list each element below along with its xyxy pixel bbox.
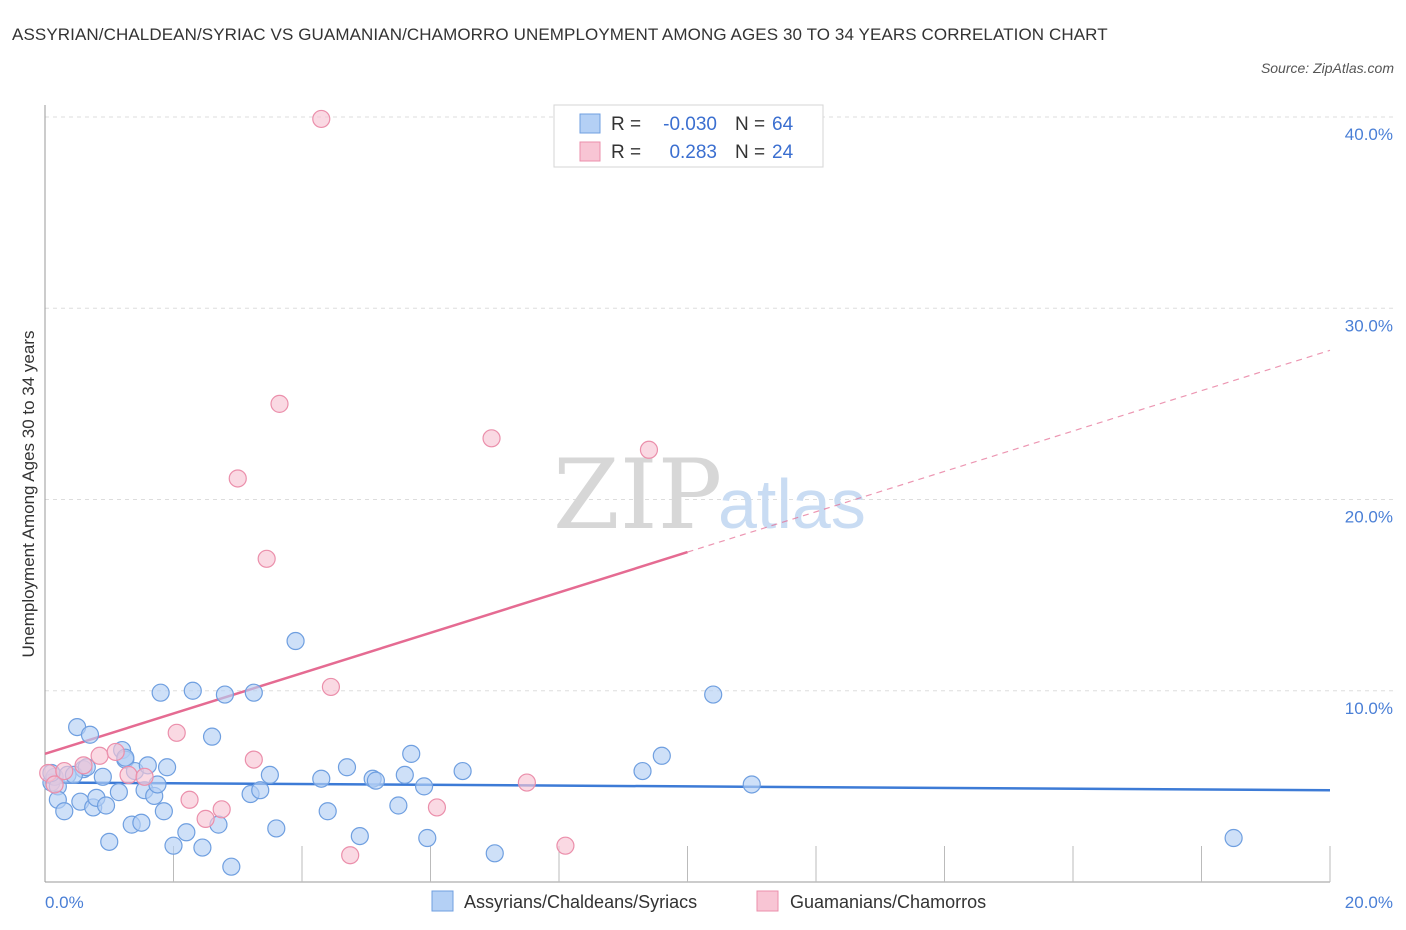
point-assyrian [151,683,170,702]
point-guamanian [312,109,331,129]
trend-line-solid-1 [44,550,688,756]
point-assyrian [260,765,279,785]
point-guamanian [90,746,109,765]
correlation-legend: R = -0.030 N = 64 R = 0.283 N = 24 [553,104,824,168]
point-guamanian [212,800,231,819]
point-guamanian [196,809,215,828]
point-assyrian [157,758,177,777]
point-assyrian [80,725,100,744]
point-assyrian [222,857,241,876]
y-tick-labels: 10.0% 20.0% 30.0% 40.0% [1345,125,1393,718]
chart-title: ASSYRIAN/CHALDEAN/SYRIAC VS GUAMANIAN/CH… [12,25,1108,44]
x-tick-label-min: 0.0% [45,893,84,912]
point-assyrian [193,838,212,857]
source-credit: Source: ZipAtlas.com [1260,60,1394,76]
point-assyrian [183,681,202,700]
legend-n-value-blue: 64 [772,114,794,135]
point-assyrian [704,685,723,704]
point-assyrian [1224,828,1243,848]
legend-n-label-blue: N = [735,114,765,135]
trend-line-dashed-1 [687,349,1331,553]
point-assyrian [96,796,116,815]
y-tick-label-20: 20.0% [1345,508,1393,527]
point-assyrian [350,826,369,846]
point-guamanian [119,765,138,785]
series-legend-label-blue: Assyrians/Chaldeans/Syriacs [464,892,697,912]
point-guamanian [228,469,247,488]
point-assyrian [215,685,234,704]
legend-swatch-pink [579,141,601,162]
legend-n-label-pink: N = [735,142,765,163]
point-guamanian [341,846,360,865]
y-tick-label-40: 40.0% [1345,125,1393,144]
point-guamanian [270,394,289,413]
point-assyrian [402,744,421,763]
point-guamanian [639,440,659,459]
y-tick-label-30: 30.0% [1345,316,1393,335]
y-tick-label-10: 10.0% [1345,699,1393,718]
point-assyrian [366,771,385,790]
point-guamanian [167,723,186,742]
point-guamanian [321,677,341,697]
point-guamanian [74,756,93,775]
point-assyrian [109,783,128,802]
watermark-atlas: atlas [718,465,866,543]
point-assyrian [93,767,112,786]
point-guamanian [244,750,263,769]
point-assyrian [418,828,437,848]
point-guamanian [257,549,276,568]
point-assyrian [244,683,263,702]
legend-r-value-pink: 0.283 [669,142,717,163]
point-guamanian [55,761,74,781]
legend-r-label-pink: R = [611,142,641,163]
point-assyrian [286,631,305,651]
series-legend: Assyrians/Chaldeans/Syriacs Guamanians/C… [431,890,986,912]
legend-swatch-blue [579,113,601,134]
point-guamanian [517,773,536,792]
point-guamanian [45,775,64,794]
point-assyrian [55,802,74,821]
point-assyrian [318,802,337,821]
data-points [39,109,1243,876]
point-assyrian [337,758,357,777]
point-guamanian [135,767,154,786]
point-assyrian [312,769,331,788]
watermark: ZIP atlas [553,439,866,551]
point-assyrian [154,802,173,821]
point-assyrian [202,727,222,746]
point-guamanian [180,790,199,809]
series-legend-swatch-pink [756,890,779,912]
point-assyrian [132,813,151,832]
point-assyrian [652,746,671,765]
point-assyrian [633,761,652,781]
point-assyrian [453,761,472,781]
point-guamanian [106,742,125,762]
point-assyrian [100,832,119,851]
point-assyrian [389,796,408,815]
point-assyrian [267,819,286,838]
series-legend-label-pink: Guamanians/Chamorros [790,892,986,912]
point-assyrian [395,765,414,785]
point-assyrian [251,781,270,800]
series-legend-swatch-blue [431,890,454,912]
trend-line-0 [44,781,1331,792]
legend-r-value-blue: -0.030 [663,114,717,135]
legend-n-value-pink: 24 [772,142,794,163]
point-assyrian [177,823,196,842]
point-assyrian [485,844,504,863]
y-axis-label: Unemployment Among Ages 30 to 34 years [19,331,38,658]
point-guamanian [556,836,575,855]
legend-r-label-blue: R = [611,114,641,135]
x-tick-label-max: 20.0% [1345,893,1393,912]
point-guamanian [482,429,501,448]
trend-lines [44,349,1331,792]
point-assyrian [742,775,761,794]
point-assyrian [164,836,183,855]
grid-lines [45,116,1393,692]
point-assyrian [414,777,434,796]
watermark-zip: ZIP [553,439,722,551]
point-guamanian [427,798,447,817]
